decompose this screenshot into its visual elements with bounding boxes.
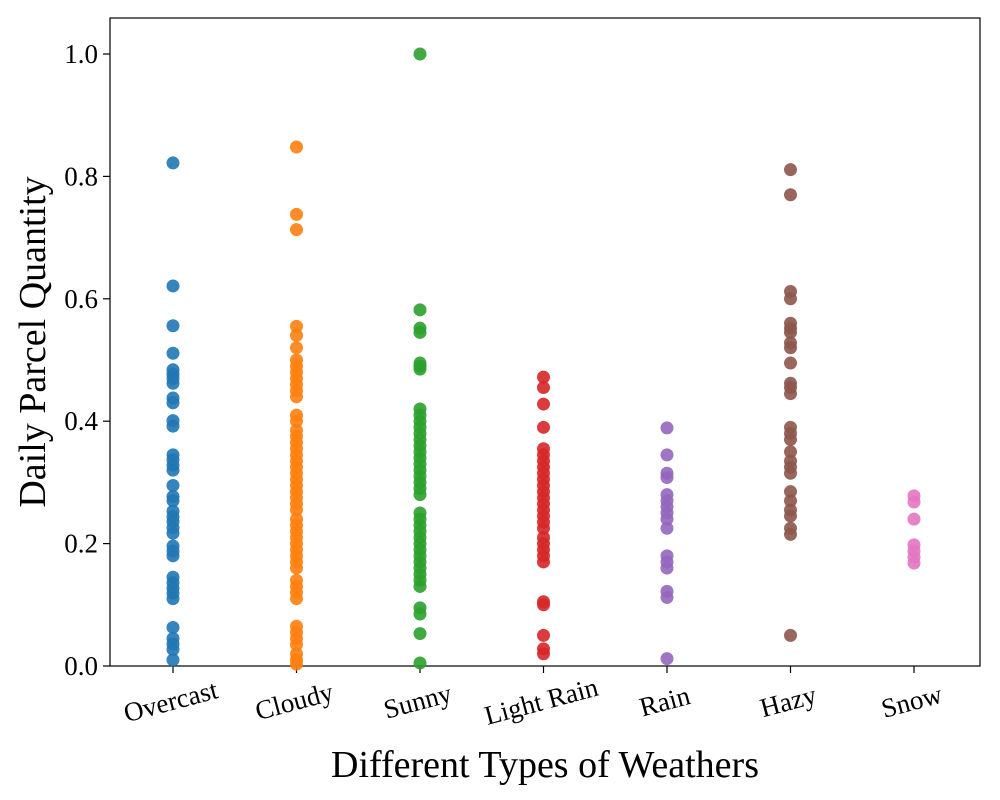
data-point — [290, 329, 303, 343]
data-point — [290, 319, 303, 333]
x-tick-label: Snow — [878, 679, 946, 724]
data-point — [413, 362, 427, 376]
data-point — [660, 561, 674, 575]
data-point — [166, 620, 180, 634]
plot-frame — [109, 17, 981, 667]
data-point — [290, 341, 303, 355]
data-point — [784, 292, 797, 306]
data-point — [537, 420, 550, 434]
data-point — [166, 642, 180, 656]
data-point — [166, 319, 180, 333]
data-point — [290, 223, 303, 237]
x-tick-label: Rain — [636, 680, 694, 722]
data-point — [166, 494, 180, 508]
data-point — [537, 397, 550, 411]
data-point — [413, 656, 427, 670]
x-tick-label: Cloudy — [252, 676, 337, 726]
data-point — [166, 419, 180, 433]
data-point — [290, 561, 303, 575]
data-point — [413, 579, 427, 593]
data-point — [660, 448, 674, 462]
data-point — [166, 279, 180, 293]
data-point — [784, 356, 797, 370]
data-point — [784, 628, 797, 642]
data-point — [166, 376, 180, 390]
y-tick-label: 0.0 — [64, 651, 98, 681]
data-point — [290, 657, 303, 671]
data-point — [784, 163, 797, 177]
data-point — [166, 526, 180, 540]
x-axis: Overcast Cloudy Sunny Light Rain Rain Hazy Sno… — [120, 666, 946, 731]
data-point — [413, 627, 427, 641]
data-point — [907, 495, 921, 509]
data-point — [413, 303, 427, 317]
data-point — [413, 607, 427, 621]
data-point — [290, 207, 303, 221]
x-tick-label: Overcast — [120, 674, 221, 728]
y-tick-label: 0.4 — [64, 406, 98, 436]
data-point — [166, 396, 180, 410]
data-point — [784, 527, 797, 541]
x-tick-label: Light Rain — [481, 672, 602, 731]
data-point — [537, 598, 550, 612]
data-point — [166, 592, 180, 606]
data-point — [537, 370, 550, 384]
x-axis-title: Different Types of Weathers — [331, 744, 759, 786]
data-point — [784, 485, 797, 499]
y-tick-label: 0.6 — [64, 284, 98, 314]
data-point — [166, 463, 180, 477]
data-point — [784, 494, 797, 508]
data-point — [166, 549, 180, 563]
data-point — [537, 521, 550, 535]
data-point — [660, 512, 674, 526]
data-point — [413, 325, 427, 339]
data-points — [166, 47, 921, 671]
y-axis: 0.0 0.2 0.4 0.6 0.8 1.0 — [64, 39, 110, 681]
data-point — [166, 156, 180, 170]
data-point — [166, 478, 180, 492]
y-tick-label: 0.8 — [64, 161, 98, 191]
data-point — [290, 638, 303, 652]
data-point — [784, 445, 797, 459]
y-tick-label: 1.0 — [64, 39, 98, 69]
data-point — [290, 140, 303, 154]
data-point — [166, 346, 180, 360]
data-point — [413, 47, 427, 61]
data-point — [660, 421, 674, 435]
x-tick-label: Sunny — [380, 678, 455, 725]
data-point — [784, 341, 797, 355]
data-point — [290, 414, 303, 428]
data-point — [537, 381, 550, 395]
data-point — [784, 325, 797, 339]
data-point — [166, 653, 180, 667]
data-point — [784, 433, 797, 447]
data-point — [290, 503, 303, 517]
data-point — [537, 555, 550, 569]
data-point — [290, 390, 303, 404]
data-point — [413, 488, 427, 502]
data-point — [660, 652, 674, 666]
data-point — [660, 521, 674, 535]
data-point — [660, 471, 674, 485]
data-point — [537, 647, 550, 661]
data-point — [537, 628, 550, 642]
x-tick-label: Hazy — [757, 679, 820, 723]
y-tick-label: 0.2 — [64, 529, 98, 559]
data-point — [784, 466, 797, 480]
data-point — [784, 387, 797, 401]
data-point — [907, 512, 921, 526]
data-point — [784, 188, 797, 202]
y-axis-title: Daily Parcel Quantity — [12, 176, 54, 507]
data-point — [784, 509, 797, 523]
data-point — [907, 556, 921, 570]
data-point — [660, 590, 674, 604]
data-point — [290, 592, 303, 606]
